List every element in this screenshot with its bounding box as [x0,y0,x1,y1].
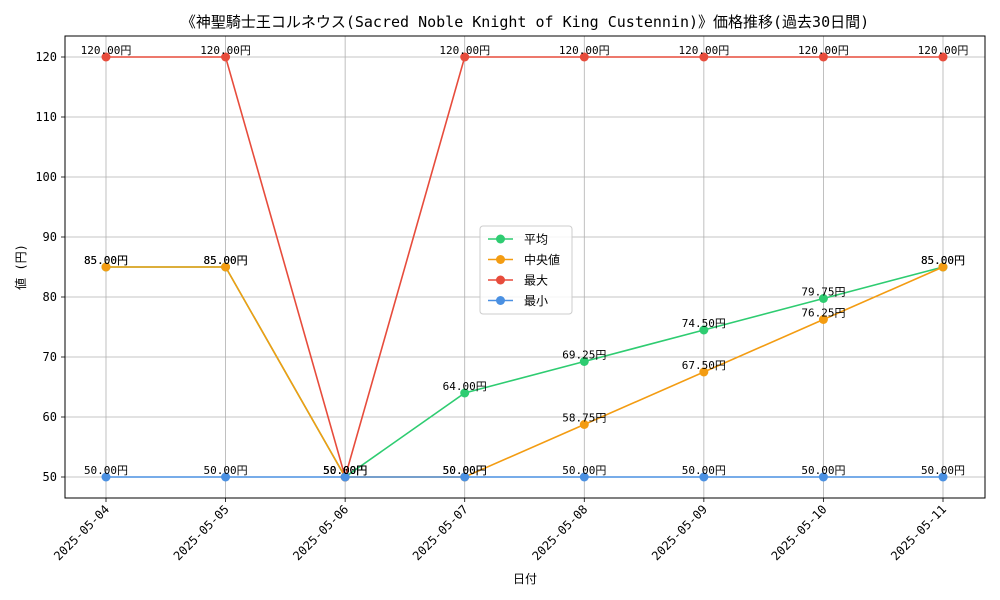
x-axis-label: 日付 [513,572,537,586]
x-tick-label: 2025-05-10 [769,502,830,563]
y-tick-label: 70 [43,350,57,364]
plot-area-frame [64,35,986,499]
data-label: 50.00円 [443,464,487,477]
y-tick-label: 50 [43,470,57,484]
legend-marker [496,234,505,244]
data-point [818,315,828,324]
data-point [699,472,709,482]
data-point [221,262,231,272]
y-tick-label: 60 [43,410,57,424]
data-label: 120.00円 [439,44,490,57]
data-point [579,472,589,482]
data-point [101,52,111,62]
x-tick-label: 2025-05-11 [888,502,949,563]
data-point [460,472,470,482]
x-tick-label: 2025-05-06 [290,502,351,563]
y-axis-label: 値 (円) [13,244,28,290]
x-tick-label: 2025-05-09 [649,502,710,563]
x-tick-label: 2025-05-08 [529,502,590,563]
data-label: 120.00円 [678,44,729,57]
x-tick-label: 2025-05-04 [51,502,112,563]
data-label: 85.00円 [84,254,128,267]
data-point [460,52,470,62]
data-point [579,52,589,62]
data-label: 120.00円 [918,44,969,57]
data-label: 69.25円 [562,349,606,362]
data-label: 64.00円 [443,380,487,393]
data-label: 50.00円 [443,464,487,477]
data-label: 50.00円 [323,464,367,477]
data-point [818,52,828,62]
data-label: 50.00円 [323,464,367,477]
data-point [938,472,948,482]
data-label: 120.00円 [798,44,849,57]
legend-box [479,225,573,315]
legend-label: 中央値 [524,252,560,267]
data-label: 50.00円 [323,464,367,477]
legend-marker [496,275,505,285]
data-point [340,472,350,482]
data-label: 85.00円 [921,254,965,267]
data-point [938,52,948,62]
data-label: 50.00円 [84,464,128,477]
data-point [579,420,589,429]
legend-label: 最小 [524,294,548,308]
data-label: 50.00円 [682,464,726,477]
data-point [101,472,111,482]
chart-title: 《神聖騎士王コルネウス(Sacred Noble Knight of King … [181,13,869,31]
data-label: 67.50円 [682,359,726,372]
legend-marker [496,296,505,305]
data-point [818,294,828,303]
data-point [938,262,948,272]
data-label: 50.00円 [562,464,606,477]
data-point [221,472,231,482]
data-label: 85.00円 [204,254,248,267]
y-tick-label: 90 [43,230,57,244]
data-point [699,325,709,335]
y-tick-label: 120 [35,50,57,64]
data-label: 85.00円 [921,254,965,267]
data-label: 120.00円 [200,44,251,57]
x-tick-label: 2025-05-07 [410,502,471,563]
data-label: 85.00円 [84,254,128,267]
data-label: 50.00円 [921,464,965,477]
data-label: 85.00円 [204,254,248,267]
data-label: 74.50円 [682,317,726,330]
data-label: 79.75円 [801,286,845,299]
data-point [818,472,828,482]
data-label: 120.00円 [81,44,132,57]
data-point [699,52,709,62]
series-line [106,56,943,480]
y-tick-label: 100 [35,170,57,184]
data-point [101,262,111,272]
data-label: 50.00円 [204,464,248,477]
data-label: 50.00円 [801,464,845,477]
data-label: 58.75円 [562,412,606,425]
data-point [579,357,589,366]
x-tick-label: 2025-05-05 [171,502,232,563]
data-label: 76.25円 [801,307,845,320]
legend-label: 平均 [524,233,548,247]
series-line [106,266,944,478]
data-point [221,52,231,62]
y-tick-label: 80 [43,290,57,304]
y-tick-label: 110 [35,110,57,124]
data-point [460,388,470,398]
legend-label: 最大 [524,274,548,288]
data-label: 50.00円 [323,464,367,477]
data-point [699,367,709,377]
data-label: 120.00円 [559,44,610,57]
legend-marker [496,255,505,264]
